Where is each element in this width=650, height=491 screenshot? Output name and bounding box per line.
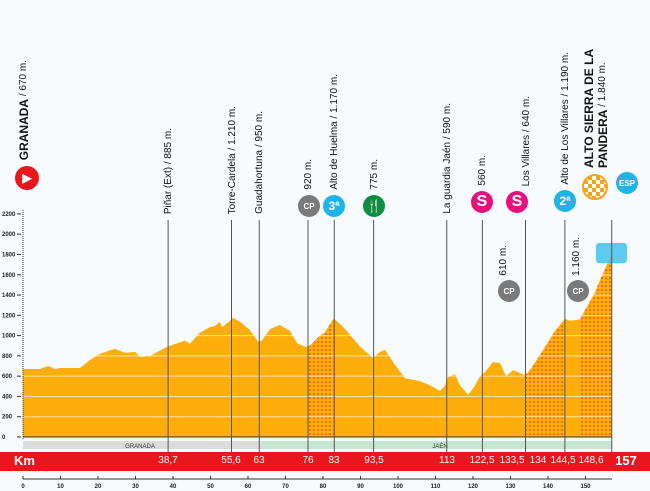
x-tick-label: 80: [320, 484, 327, 490]
cp-610-label: 610 m.: [498, 245, 509, 276]
km-bar: [0, 452, 650, 471]
place-label: Alto de Los Villares / 1.190 m.: [560, 52, 571, 185]
y-tick-label: 1000: [2, 334, 16, 340]
km-point-label: 133,5: [499, 455, 525, 466]
place-label: Piñar (Ext) / 885 m.: [163, 128, 174, 214]
x-tick-label: 130: [505, 484, 516, 490]
km-title: Km: [14, 453, 35, 468]
y-tick-label: 1400: [2, 293, 16, 299]
climb-segment: [308, 250, 335, 437]
cp-1160-label: 1.160 m.: [571, 237, 582, 276]
sprint-icon: S: [471, 191, 493, 213]
place-name: GRANADA: [17, 98, 31, 160]
km-point-label: 144,5: [550, 455, 576, 466]
x-tick-label: 10: [57, 484, 64, 490]
region-band-jaen: [263, 441, 612, 449]
place-elevation: / 1.840 m.: [596, 62, 608, 110]
x-tick-label: 50: [207, 484, 214, 490]
cat2-climb-icon: 2ª: [554, 190, 576, 212]
finish-flag-icon: [582, 174, 608, 200]
y-tick-label: 2200: [2, 212, 16, 218]
km-point-label: 134: [529, 455, 547, 466]
x-tick-label: 70: [282, 484, 289, 490]
place-label: Alto de Huelma / 1.170 m.: [329, 74, 340, 190]
region-label: JAÉN: [432, 443, 447, 450]
x-tick-label: 20: [95, 484, 102, 490]
place-elevation: 775 m.: [368, 159, 380, 190]
y-tick-label: 0: [2, 435, 6, 441]
place-elevation: Alto de Los Villares / 1.190 m.: [559, 52, 571, 185]
km-point-label: 148,6: [578, 455, 604, 466]
climb-segment: [523, 250, 565, 437]
place-elevation: Los Villares / 640 m.: [520, 95, 532, 186]
x-tick-label: 40: [170, 484, 177, 490]
y-tick-label: 200: [2, 415, 13, 421]
y-tick-label: 1800: [2, 252, 16, 258]
place-elevation: / 670 m.: [18, 59, 29, 99]
km-point-label: 157: [615, 453, 637, 468]
place-label: 775 m.: [369, 159, 380, 190]
y-tick-label: 800: [2, 354, 13, 360]
climb-segment: [580, 250, 612, 437]
cat3-climb-icon: 3ª: [323, 195, 345, 217]
km-point-label: 113: [439, 455, 455, 466]
x-tick-label: 110: [431, 484, 441, 490]
x-tick-label: 140: [543, 484, 554, 490]
y-tick-label: 1600: [2, 273, 16, 279]
place-label: La guardia Jaén / 590 m.: [442, 103, 453, 214]
x-tick-label: 0: [21, 484, 25, 490]
y-tick-label: 600: [2, 374, 13, 380]
km-point-label: 93,5: [364, 455, 384, 466]
x-tick-label: 150: [580, 484, 591, 490]
place-elevation: Alto de Huelma / 1.170 m.: [329, 74, 341, 190]
start-icon: ▶: [15, 166, 39, 190]
place-label: Torre-Cardela / 1.210 m.: [227, 106, 238, 214]
y-tick-label: 400: [2, 394, 13, 400]
y-tick-label: 1200: [2, 313, 16, 319]
sprint-icon: S: [506, 191, 528, 213]
km-point-label: 38,7: [158, 455, 178, 466]
place-elevation: La guardia Jaén / 590 m.: [441, 103, 453, 214]
km-point-label: 122,5: [469, 455, 495, 466]
place-elevation: Piñar (Ext) / 885 m.: [163, 127, 175, 214]
km-point-label: 83: [328, 455, 340, 466]
cp-icon: CP: [298, 195, 320, 217]
place-elevation: 920 m.: [303, 159, 314, 190]
place-elevation: Torre-Cardela / 1.210 m.: [226, 105, 238, 214]
place-label: 560 m.: [477, 155, 488, 186]
place-elevation: Guadahortuna / 950 m.: [254, 111, 266, 214]
x-tick-label: 100: [393, 484, 404, 490]
cp-icon: CP: [567, 280, 589, 302]
x-tick-label: 120: [468, 484, 479, 490]
place-elevation: 560 m.: [477, 155, 489, 186]
km-point-label: 76: [302, 455, 314, 466]
km-point-label: 63: [253, 455, 265, 466]
place-label: ALTO SIERRA DE LA PANDERA / 1.840 m.: [582, 18, 610, 168]
cp-icon: CP: [498, 280, 520, 302]
km-point-label: 55,6: [221, 455, 241, 466]
place-label: Los Villares / 640 m.: [521, 96, 532, 186]
place-label: 920 m.: [303, 159, 314, 190]
region-label: GRANADA: [125, 444, 155, 450]
y-tick-label: 2000: [2, 232, 16, 238]
x-tick-label: 90: [357, 484, 364, 490]
place-label: GRANADA / 670 m.: [17, 59, 31, 160]
place-label: Guadahortuna / 950 m.: [254, 111, 265, 214]
x-tick-label: 30: [132, 484, 139, 490]
region-band-granada: [23, 441, 263, 449]
especial-climb-icon: ESP: [616, 172, 638, 194]
x-tick-label: 60: [245, 484, 252, 490]
feed-zone-icon: 🍴: [363, 195, 385, 217]
